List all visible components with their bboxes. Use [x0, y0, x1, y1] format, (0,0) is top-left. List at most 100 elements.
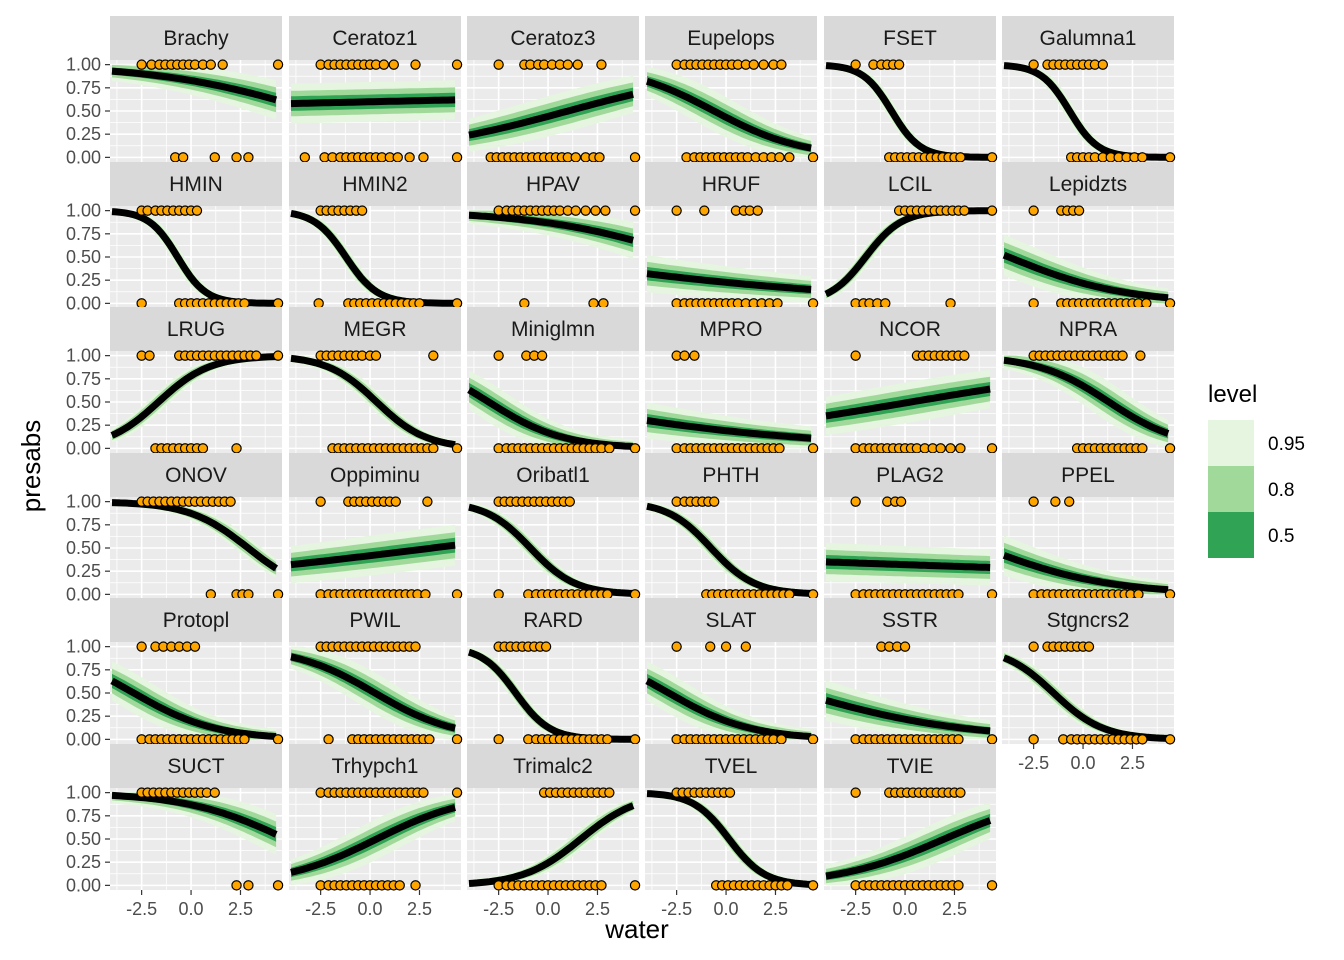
confidence-band-0_95: [469, 798, 634, 886]
facet-strip-label: Miniglmn: [511, 318, 595, 341]
y-tick-label: 0.50: [66, 538, 101, 558]
data-point-absent: [776, 734, 787, 745]
data-point-present: [540, 641, 552, 652]
facet-panel: Brachy 0.00 0.25 0.50 0.75 1.00: [66, 16, 284, 167]
facet-strip-label: NPRA: [1059, 318, 1117, 341]
data-point-absent: [1137, 443, 1148, 454]
data-point-present: [428, 350, 439, 361]
data-point-present: [671, 641, 682, 652]
x-tick-label: -2.5: [483, 899, 514, 919]
data-point-present: [315, 496, 326, 507]
data-point-absent: [418, 152, 429, 163]
fitted-curve: [290, 653, 456, 732]
facet-strip: [824, 162, 996, 206]
data-point-absent: [807, 298, 819, 309]
data-point-absent: [986, 589, 998, 600]
y-tick-label: 1.00: [66, 637, 101, 657]
data-point-present: [689, 350, 700, 361]
data-point-present: [708, 496, 720, 507]
data-point-present: [570, 205, 581, 216]
data-point-absent: [986, 152, 998, 163]
data-point-present: [1028, 641, 1039, 652]
data-point-present: [493, 59, 504, 70]
data-point-present: [251, 350, 262, 361]
y-tick-label: 0.50: [66, 829, 101, 849]
x-tick-label: -2.5: [305, 899, 336, 919]
data-point-absent: [392, 152, 403, 163]
facet-strip-label: HRUF: [702, 173, 760, 196]
data-point-absent: [807, 152, 819, 163]
confidence-band-0_8: [112, 792, 277, 848]
data-point-absent: [629, 589, 641, 600]
y-tick-label: 1.00: [66, 492, 101, 512]
data-point-absent: [986, 880, 998, 891]
facet-strip-label: FSET: [883, 27, 937, 50]
fitted-curve: [111, 67, 278, 104]
facet-strip: [467, 598, 639, 642]
confidence-band-0_95: [469, 370, 634, 449]
facet-strip: [824, 307, 996, 351]
facet-strip-label: Eupelops: [687, 27, 775, 50]
data-point-absent: [953, 589, 964, 600]
data-point-absent: [493, 734, 504, 745]
fitted-curve: [825, 385, 991, 420]
y-tick-label: 0.75: [66, 515, 101, 535]
facet-panel: Trimalc2 -2.5 0.0 2.5: [467, 744, 641, 919]
y-tick-label: 0.00: [66, 438, 101, 458]
data-point-absent: [604, 443, 615, 454]
facet-panel: TVIE -2.5 0.0 2.5: [824, 744, 998, 919]
data-point-present: [272, 350, 284, 361]
facet-strip: [110, 598, 282, 642]
facet-panels: Brachy 0.00 0.25 0.50 0.75 1.00 Ceratoz1 Cerato…: [66, 16, 1176, 919]
confidence-band-0_95: [112, 661, 277, 740]
data-point-present: [959, 205, 970, 216]
data-point-absent: [807, 880, 819, 891]
facet-strip-label: PLAG2: [876, 464, 944, 487]
data-point-absent: [1164, 152, 1176, 163]
data-point-present: [758, 59, 769, 70]
fitted-curve: [1002, 251, 1169, 302]
facet-panel: TVEL -2.5 0.0 2.5: [645, 744, 819, 919]
facet-strip-label: Trimalc2: [513, 755, 593, 778]
data-point-absent: [404, 152, 415, 163]
data-point-present: [144, 350, 155, 361]
facet-strip: [467, 744, 639, 788]
data-point-absent: [428, 443, 439, 454]
facet-panel: SLAT: [645, 598, 819, 745]
data-point-absent: [570, 152, 581, 163]
data-point-absent: [629, 734, 641, 745]
data-point-present: [740, 641, 752, 652]
data-point-present: [1028, 205, 1039, 216]
facet-strip: [645, 453, 817, 497]
confidence-band-0_8: [1004, 542, 1169, 595]
facet-strip: [824, 744, 996, 788]
data-point-absent: [784, 589, 795, 600]
confidence-band-0_5: [826, 813, 991, 881]
data-point-absent: [588, 298, 599, 309]
data-point-present: [378, 59, 390, 70]
fitted-curve: [646, 417, 812, 442]
facet-strip: [645, 16, 817, 60]
facet-strip-label: SSTR: [882, 609, 938, 632]
data-point-absent: [272, 880, 284, 891]
data-point-absent: [602, 734, 613, 745]
data-point-absent: [880, 298, 891, 309]
data-point-absent: [451, 152, 463, 163]
facet-strip-label: Brachy: [163, 27, 229, 50]
data-point-absent: [424, 734, 435, 745]
facet-panel: Oppiminu: [289, 453, 463, 600]
data-point-present: [562, 59, 574, 70]
facet-panel: HMIN 0.00 0.25 0.50 0.75 1.00: [66, 162, 284, 313]
fitted-curve: [825, 817, 992, 880]
data-point-present: [564, 496, 576, 507]
data-point-absent: [136, 298, 147, 309]
data-point-present: [986, 205, 998, 216]
data-point-present: [850, 350, 861, 361]
data-point-present: [776, 59, 787, 70]
facet-strip-label: PPEL: [1061, 464, 1115, 487]
data-point-present: [850, 787, 861, 798]
data-point-absent: [602, 589, 613, 600]
data-point-absent: [598, 298, 609, 309]
facet-strip-label: HPAV: [526, 173, 580, 196]
